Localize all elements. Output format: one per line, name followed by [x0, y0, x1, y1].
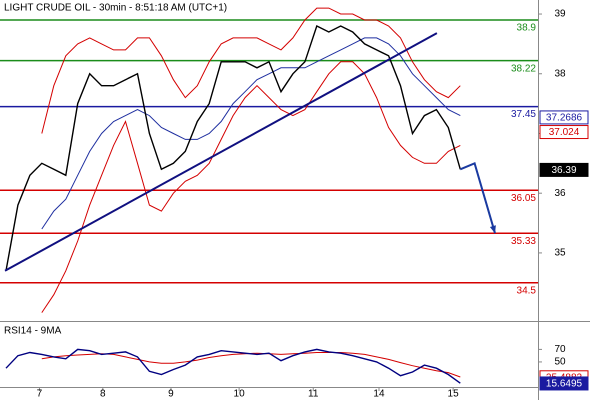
- price-tag-label: 36.39: [551, 165, 576, 176]
- chart-title: LIGHT CRUDE OIL - 30min - 8:51:18 AM (UT…: [4, 3, 227, 14]
- level-label: 35.33: [511, 236, 536, 247]
- level-label: 37.45: [511, 109, 536, 120]
- price-tag-label: 37.2686: [546, 113, 583, 124]
- x-tick-label: 7: [37, 389, 43, 400]
- plot-area: [5, 348, 461, 384]
- y-tick-label: 38: [554, 68, 566, 79]
- y-tick-label: 35: [554, 248, 566, 259]
- price-tag: [539, 162, 589, 177]
- series-line: [41, 7, 461, 134]
- level-label: 34.5: [517, 285, 537, 296]
- forecast: [459, 161, 496, 234]
- level-label: 36.05: [511, 193, 536, 204]
- y-tick-label: 70: [554, 344, 566, 355]
- y-tick-label: 39: [554, 9, 566, 20]
- level-label: 38.22: [511, 63, 536, 74]
- series-line: [5, 348, 461, 384]
- x-tick-label: 9: [168, 389, 174, 400]
- y-tick-label: 50: [554, 357, 566, 368]
- series-line: [41, 61, 461, 313]
- plot-area: [0, 7, 538, 313]
- x-tick-label: 15: [448, 389, 460, 400]
- trendline: [4, 32, 438, 272]
- y-tick-label: 36: [554, 188, 566, 199]
- price-tag-label: 15.6495: [546, 379, 583, 390]
- x-tick-label: 10: [234, 389, 246, 400]
- arrow-head: [489, 225, 496, 234]
- level-label: 38.9: [517, 23, 537, 34]
- price-tag: [539, 376, 589, 391]
- series-line: [41, 37, 461, 230]
- x-tick-label: 8: [100, 389, 106, 400]
- price-tag-label: 37.024: [549, 127, 580, 138]
- x-tick-label: 14: [373, 389, 385, 400]
- price-tag: [539, 110, 589, 125]
- panel-title: RSI14 - 9MA: [4, 326, 62, 337]
- series-line: [5, 25, 461, 271]
- price-tag: [539, 125, 589, 140]
- x-tick-label: 11: [308, 389, 319, 400]
